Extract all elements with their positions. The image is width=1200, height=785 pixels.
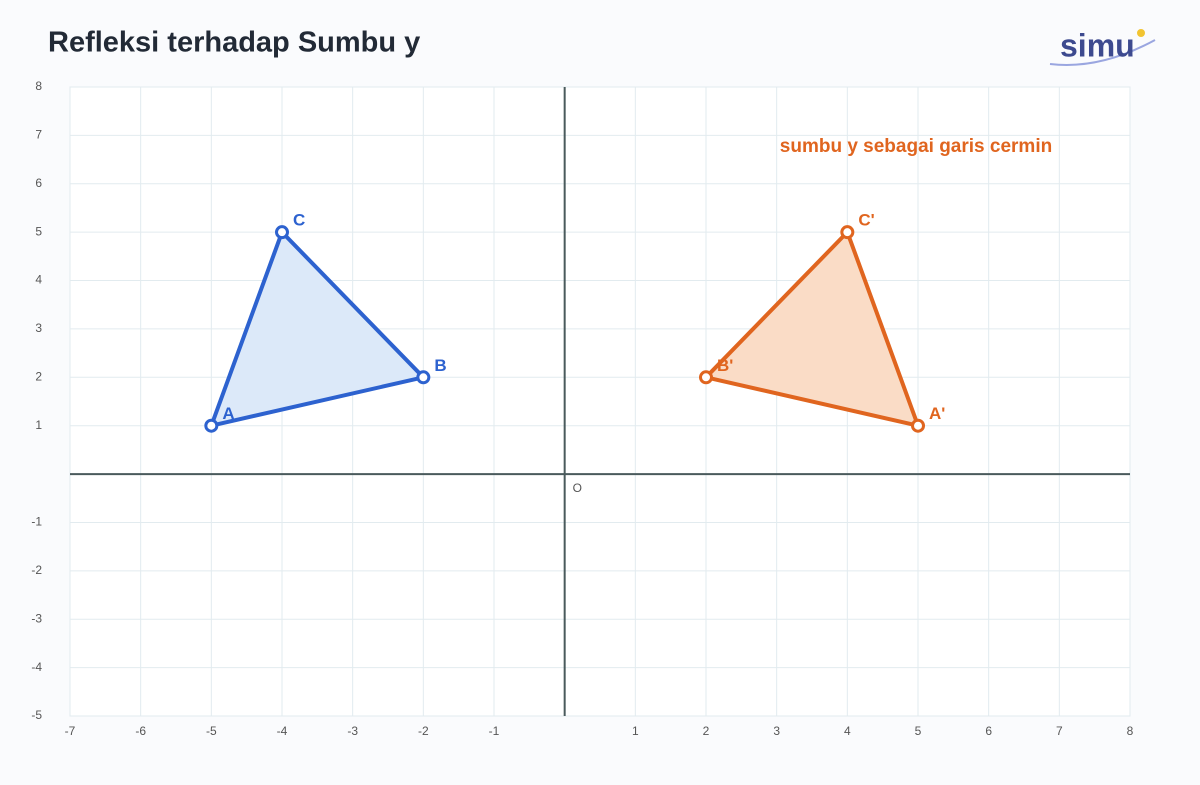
- vertex-label: C: [293, 211, 305, 230]
- logo-swoosh: [1049, 39, 1156, 66]
- y-tick-label: 3: [35, 321, 42, 335]
- vertex: [699, 370, 713, 385]
- x-tick-label: -7: [65, 724, 76, 738]
- x-tick-label: 3: [773, 724, 780, 738]
- origin-label: O: [573, 481, 582, 495]
- y-tick-label: 2: [35, 369, 42, 383]
- y-tick-label: -5: [31, 708, 42, 722]
- logo: simu: [1049, 27, 1156, 66]
- triangle: [209, 230, 426, 428]
- y-tick-label: -3: [31, 611, 42, 625]
- x-tick-label: -2: [418, 724, 429, 738]
- vertex-label: A': [929, 404, 945, 423]
- chart-title: Refleksi terhadap Sumbu y: [48, 27, 420, 59]
- y-tick-label: 5: [35, 224, 42, 238]
- y-tick-label: -2: [31, 563, 42, 577]
- vertex: [840, 225, 855, 240]
- vertex: [911, 418, 925, 433]
- vertex-label: A: [222, 404, 234, 423]
- y-tick-label: 6: [35, 176, 42, 190]
- logo-dot: [1137, 29, 1145, 37]
- y-tick-label: -4: [31, 660, 42, 674]
- logo-text: simu: [1060, 27, 1135, 63]
- x-tick-label: 7: [1056, 724, 1063, 738]
- y-tick-label: 7: [35, 128, 42, 142]
- annotation: sumbu y sebagai garis cermin: [780, 136, 1052, 157]
- vertex: [416, 370, 431, 385]
- vertex: [275, 225, 289, 240]
- vertex-label: B: [434, 356, 446, 375]
- x-tick-label: -1: [489, 724, 500, 738]
- y-tick-label: 4: [35, 273, 42, 287]
- x-tick-label: 4: [844, 724, 851, 738]
- y-tick-label: -1: [31, 515, 42, 529]
- x-tick-label: -4: [277, 724, 288, 738]
- vertex-label: C': [858, 211, 874, 230]
- x-tick-label: 1: [632, 724, 639, 738]
- y-tick-label: 8: [35, 79, 42, 93]
- x-tick-label: 2: [703, 724, 710, 738]
- x-tick-label: 8: [1127, 724, 1134, 738]
- vertex-label: B': [717, 356, 733, 375]
- x-tick-label: -5: [206, 724, 217, 738]
- x-tick-label: 6: [985, 724, 992, 738]
- triangle: [704, 230, 920, 428]
- x-tick-label: -6: [135, 724, 146, 738]
- x-tick-label: 5: [915, 724, 922, 738]
- vertex: [204, 418, 219, 433]
- y-tick-label: 1: [35, 418, 42, 432]
- x-tick-label: -3: [347, 724, 358, 738]
